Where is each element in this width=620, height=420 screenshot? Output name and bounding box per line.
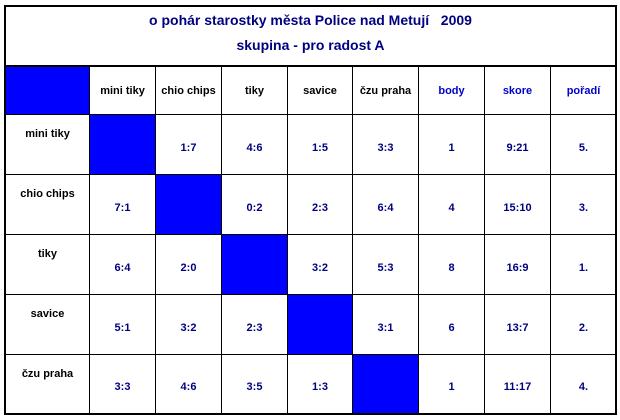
score-cell: 1:3 — [287, 354, 353, 414]
column-header-mini-tiky: mini tiky — [89, 66, 156, 115]
goal-score-cell: 11:17 — [484, 354, 551, 414]
title-block: o pohár starostky města Police nad Metuj… — [4, 5, 617, 66]
score-cell: 2:0 — [155, 234, 222, 295]
row-label: mini tiky — [5, 114, 90, 175]
score-cell: 5:3 — [352, 234, 419, 295]
row-label: chio chips — [5, 174, 90, 235]
rank-cell: 5. — [550, 114, 617, 175]
rank-cell: 2. — [550, 294, 617, 355]
column-header-czu-praha: čzu praha — [352, 66, 419, 115]
column-header-chio-chips: chio chips — [155, 66, 222, 115]
goal-score-cell: 13:7 — [484, 294, 551, 355]
rank-cell: 1. — [550, 234, 617, 295]
score-cell: 3:2 — [155, 294, 222, 355]
points-cell: 8 — [418, 234, 485, 295]
rank-cell: 3. — [550, 174, 617, 235]
row-label: čzu praha — [5, 354, 90, 414]
score-cell: 6:4 — [352, 174, 419, 235]
points-cell: 1 — [418, 354, 485, 414]
group-title: skupina - pro radost A — [236, 37, 385, 53]
self-match-cell — [89, 114, 156, 175]
self-match-cell — [287, 294, 353, 355]
points-cell: 6 — [418, 294, 485, 355]
score-cell: 2:3 — [221, 294, 288, 355]
header-row: mini tiky chio chips tiky savice čzu pra… — [5, 66, 617, 115]
results-table: mini tiky chio chips tiky savice čzu pra… — [5, 66, 617, 414]
score-cell: 1:5 — [287, 114, 353, 175]
self-match-cell — [155, 174, 222, 235]
self-match-cell — [221, 234, 288, 295]
points-cell: 1 — [418, 114, 485, 175]
score-cell: 3:2 — [287, 234, 353, 295]
points-cell: 4 — [418, 174, 485, 235]
score-cell: 6:4 — [89, 234, 156, 295]
score-cell: 4:6 — [221, 114, 288, 175]
tournament-title: o pohár starostky města Police nad Metuj… — [149, 12, 472, 28]
score-cell: 1:7 — [155, 114, 222, 175]
table-row: savice 5:1 3:2 2:3 3:1 6 13:7 2. — [5, 294, 617, 355]
score-cell: 4:6 — [155, 354, 222, 414]
score-cell: 7:1 — [89, 174, 156, 235]
score-cell: 3:3 — [89, 354, 156, 414]
goal-score-cell: 9:21 — [484, 114, 551, 175]
score-cell: 5:1 — [89, 294, 156, 355]
column-header-body: body — [418, 66, 485, 115]
row-label: tiky — [5, 234, 90, 295]
row-label: savice — [5, 294, 90, 355]
corner-cell — [5, 66, 90, 115]
table-row: čzu praha 3:3 4:6 3:5 1:3 1 11:17 4. — [5, 354, 617, 414]
score-cell: 2:3 — [287, 174, 353, 235]
column-header-poradi: pořadí — [550, 66, 617, 115]
score-cell: 3:3 — [352, 114, 419, 175]
column-header-skore: skore — [484, 66, 551, 115]
rank-cell: 4. — [550, 354, 617, 414]
table-row: tiky 6:4 2:0 3:2 5:3 8 16:9 1. — [5, 234, 617, 295]
score-cell: 0:2 — [221, 174, 288, 235]
goal-score-cell: 16:9 — [484, 234, 551, 295]
score-cell: 3:5 — [221, 354, 288, 414]
column-header-tiky: tiky — [221, 66, 288, 115]
self-match-cell — [352, 354, 419, 414]
goal-score-cell: 15:10 — [484, 174, 551, 235]
score-cell: 3:1 — [352, 294, 419, 355]
table-row: chio chips 7:1 0:2 2:3 6:4 4 15:10 3. — [5, 174, 617, 235]
table-row: mini tiky 1:7 4:6 1:5 3:3 1 9:21 5. — [5, 114, 617, 175]
column-header-savice: savice — [287, 66, 353, 115]
